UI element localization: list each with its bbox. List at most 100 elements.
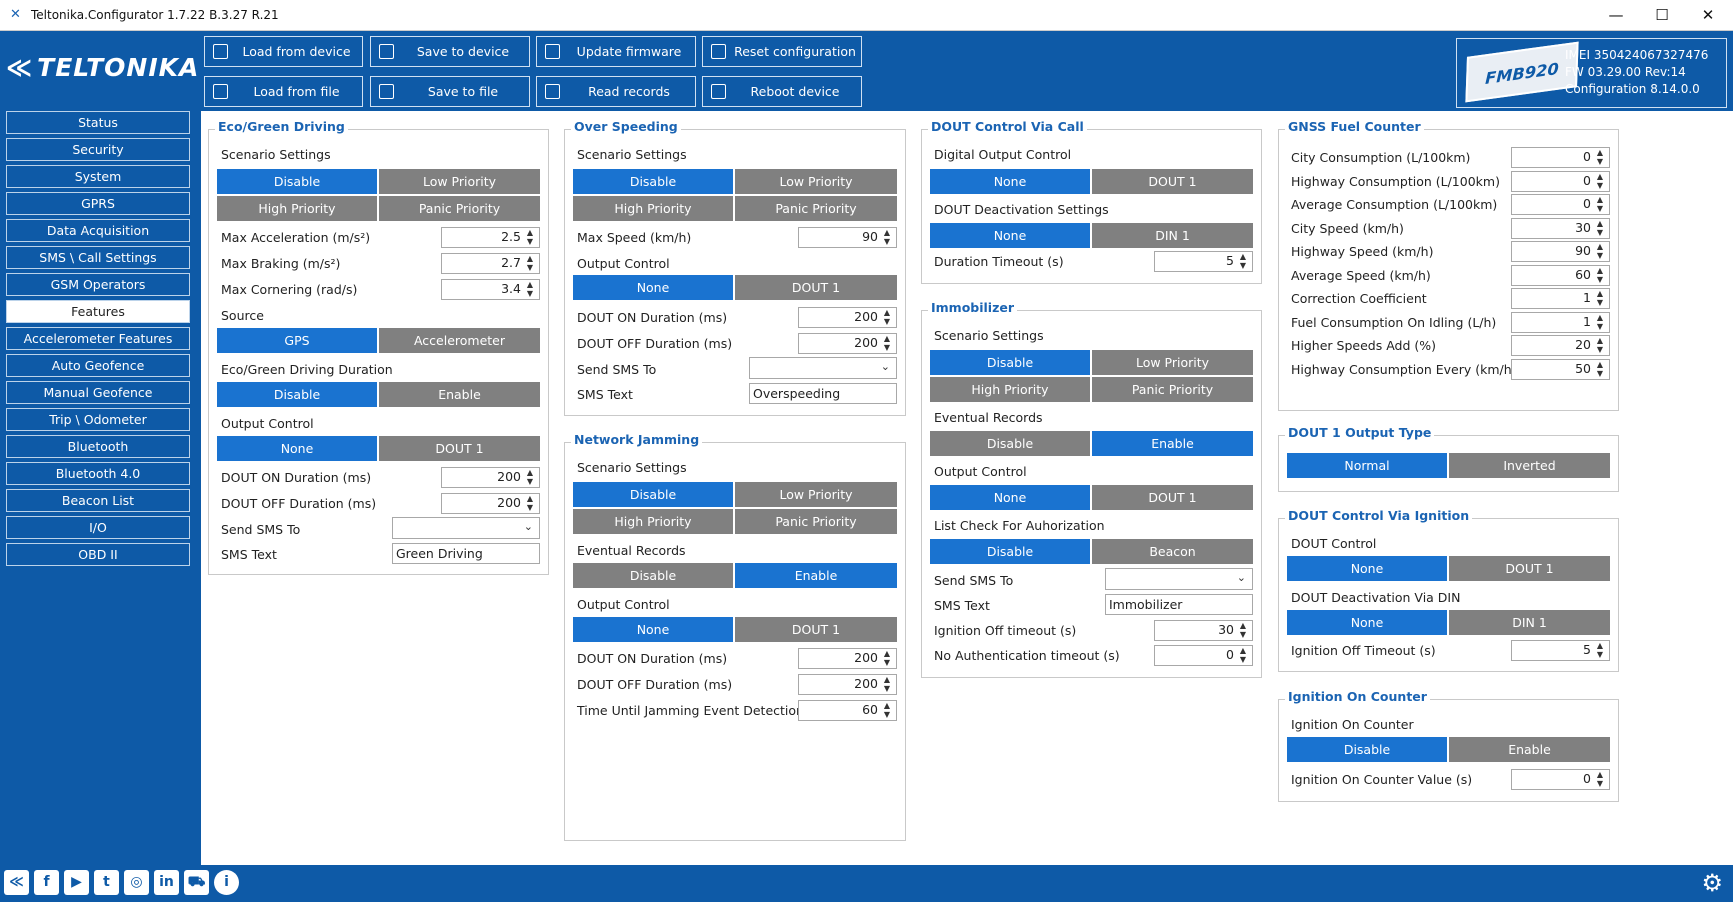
panic-priority-option[interactable]: Panic Priority (379, 196, 540, 221)
sidebar-item-status[interactable]: Status (6, 111, 190, 134)
disable-option[interactable]: Disable (930, 350, 1090, 375)
reboot-device-button[interactable]: Reboot device (702, 76, 862, 107)
dout-off-stepper[interactable]: 200 ▲ ▼ (798, 674, 897, 695)
disable-option[interactable]: Disable (217, 169, 377, 194)
spin-arrows-icon[interactable]: ▲ ▼ (883, 701, 891, 719)
low-priority-option[interactable]: Low Priority (379, 169, 540, 194)
gps-option[interactable]: GPS (217, 328, 377, 353)
panic-priority-option[interactable]: Panic Priority (1092, 377, 1253, 402)
gnss-row-stepper[interactable]: 50 ▲ ▼ (1511, 358, 1610, 380)
dout-on-stepper[interactable]: 200 ▲ ▼ (798, 307, 897, 328)
dout-on-stepper[interactable]: 200 ▲ ▼ (441, 467, 540, 488)
gnss-row-stepper[interactable]: 1 ▲ ▼ (1511, 311, 1610, 333)
send-sms-select[interactable]: ⌄ (749, 357, 897, 379)
dout-dout1-option[interactable]: DOUT 1 (1449, 556, 1610, 581)
sidebar-item-auto-geofence[interactable]: Auto Geofence (6, 354, 190, 377)
gnss-row-stepper[interactable]: 90 ▲ ▼ (1511, 241, 1610, 262)
disable-option[interactable]: Disable (573, 482, 733, 507)
send-sms-select[interactable]: ⌄ (392, 517, 540, 539)
gnss-row-stepper[interactable]: 20 ▲ ▼ (1511, 335, 1610, 356)
spin-arrows-icon[interactable]: ▲ ▼ (526, 280, 534, 298)
ignition-off-timeout-stepper[interactable]: 30 ▲ ▼ (1154, 620, 1253, 641)
maximize-button[interactable]: ☐ (1655, 6, 1669, 24)
spin-arrows-icon[interactable]: ▲ ▼ (526, 254, 534, 272)
panic-priority-option[interactable]: Panic Priority (735, 196, 897, 221)
sidebar-item-bluetooth-4[interactable]: Bluetooth 4.0 (6, 462, 190, 485)
spin-arrows-icon[interactable]: ▲ ▼ (1596, 195, 1604, 213)
spin-arrows-icon[interactable]: ▲ ▼ (1596, 242, 1604, 260)
counter-disable-option[interactable]: Disable (1287, 737, 1447, 762)
send-sms-select[interactable]: ⌄ (1105, 568, 1253, 590)
spin-arrows-icon[interactable]: ▲ ▼ (1596, 171, 1604, 190)
load-from-file-button[interactable]: Load from file (204, 76, 363, 107)
spin-arrows-icon[interactable]: ▲ ▼ (526, 468, 534, 486)
spin-arrows-icon[interactable]: ▲ ▼ (1239, 252, 1247, 270)
twitter-icon[interactable]: t (94, 870, 119, 895)
spin-arrows-icon[interactable]: ▲ ▼ (883, 308, 891, 326)
youtube-icon[interactable]: ▶ (64, 870, 89, 895)
spin-arrows-icon[interactable]: ▲ ▼ (883, 228, 891, 246)
digital-none-option[interactable]: None (930, 169, 1090, 194)
info-icon[interactable]: i (214, 870, 239, 895)
high-priority-option[interactable]: High Priority (930, 377, 1090, 402)
eventual-disable-option[interactable]: Disable (573, 563, 733, 588)
gnss-row-stepper[interactable]: 1 ▲ ▼ (1511, 288, 1610, 309)
duration-timeout-stepper[interactable]: 5 ▲ ▼ (1154, 251, 1253, 272)
dout-none-option[interactable]: None (1287, 556, 1447, 581)
jamming-time-stepper[interactable]: 60 ▲ ▼ (798, 700, 897, 721)
sidebar-item-obd-ii[interactable]: OBD II (6, 543, 190, 566)
gnss-row-stepper[interactable]: 0 ▲ ▼ (1511, 147, 1610, 168)
spin-arrows-icon[interactable]: ▲ ▼ (526, 228, 534, 246)
duration-disable-option[interactable]: Disable (217, 382, 377, 407)
counter-value-stepper[interactable]: 0 ▲ ▼ (1511, 769, 1610, 790)
eventual-enable-option[interactable]: Enable (735, 563, 897, 588)
accelerometer-option[interactable]: Accelerometer (379, 328, 540, 353)
gnss-row-stepper[interactable]: 60 ▲ ▼ (1511, 264, 1610, 286)
update-firmware-button[interactable]: Update firmware (536, 36, 696, 67)
sms-text-input[interactable]: Overspeeding (749, 383, 897, 404)
spin-arrows-icon[interactable]: ▲ ▼ (1596, 641, 1604, 659)
sidebar-item-accelerometer-features[interactable]: Accelerometer Features (6, 327, 190, 350)
dout-on-stepper[interactable]: 200 ▲ ▼ (798, 648, 897, 669)
max-speed-stepper[interactable]: 90 ▲ ▼ (798, 227, 897, 248)
sidebar-item-gsm-operators[interactable]: GSM Operators (6, 273, 190, 296)
gear-icon[interactable]: ⚙ (1701, 869, 1723, 897)
sms-text-input[interactable]: Green Driving (392, 543, 540, 564)
dout-off-stepper[interactable]: 200 ▲ ▼ (798, 333, 897, 354)
dout-off-stepper[interactable]: 200 ▲ ▼ (441, 493, 540, 514)
spin-arrows-icon[interactable]: ▲ ▼ (883, 649, 891, 667)
high-priority-option[interactable]: High Priority (573, 509, 733, 534)
output-none-option[interactable]: None (573, 617, 733, 642)
duration-enable-option[interactable]: Enable (379, 382, 540, 407)
sidebar-item-system[interactable]: System (6, 165, 190, 188)
read-records-button[interactable]: Read records (536, 76, 696, 107)
output-dout1-option[interactable]: DOUT 1 (735, 275, 897, 300)
spin-arrows-icon[interactable]: ▲ ▼ (526, 494, 534, 512)
car-icon[interactable]: ⛟ (184, 870, 209, 895)
teltonika-icon[interactable]: ≪ (4, 870, 29, 895)
eventual-enable-option[interactable]: Enable (1092, 431, 1253, 456)
load-from-device-button[interactable]: Load from device (204, 36, 363, 67)
output-none-option[interactable]: None (930, 485, 1090, 510)
sidebar-item-trip-odometer[interactable]: Trip \ Odometer (6, 408, 190, 431)
sidebar-item-security[interactable]: Security (6, 138, 190, 161)
normal-option[interactable]: Normal (1287, 453, 1447, 478)
spin-arrows-icon[interactable]: ▲ ▼ (1239, 646, 1247, 664)
sidebar-item-sms-call-settings[interactable]: SMS \ Call Settings (6, 246, 190, 269)
spin-arrows-icon[interactable]: ▲ ▼ (883, 675, 891, 693)
list-beacon-option[interactable]: Beacon (1092, 539, 1253, 564)
spin-arrows-icon[interactable]: ▲ ▼ (1596, 265, 1604, 284)
disable-option[interactable]: Disable (573, 169, 733, 194)
instagram-icon[interactable]: ◎ (124, 870, 149, 895)
max-cornering-stepper[interactable]: 3.4 ▲ ▼ (441, 279, 540, 300)
sidebar-item-bluetooth[interactable]: Bluetooth (6, 435, 190, 458)
high-priority-option[interactable]: High Priority (573, 196, 733, 221)
gnss-row-stepper[interactable]: 0 ▲ ▼ (1511, 194, 1610, 215)
output-dout1-option[interactable]: DOUT 1 (379, 436, 540, 461)
close-button[interactable]: ✕ (1701, 6, 1715, 24)
sidebar-item-manual-geofence[interactable]: Manual Geofence (6, 381, 190, 404)
spin-arrows-icon[interactable]: ▲ ▼ (1239, 621, 1247, 639)
output-dout1-option[interactable]: DOUT 1 (735, 617, 897, 642)
spin-arrows-icon[interactable]: ▲ ▼ (1596, 359, 1604, 378)
eventual-disable-option[interactable]: Disable (930, 431, 1090, 456)
